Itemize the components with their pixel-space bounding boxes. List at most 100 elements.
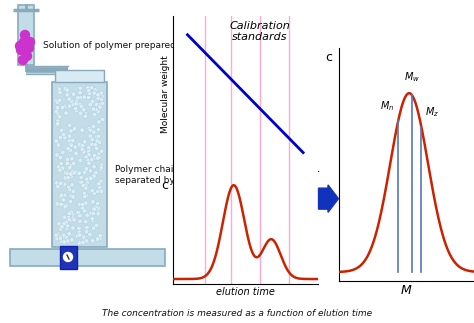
Circle shape	[71, 189, 75, 194]
Circle shape	[87, 91, 91, 95]
Circle shape	[80, 180, 84, 184]
Circle shape	[95, 237, 100, 241]
X-axis label: M: M	[401, 284, 412, 297]
Circle shape	[71, 170, 75, 174]
Circle shape	[59, 239, 64, 244]
Circle shape	[83, 113, 88, 118]
Circle shape	[71, 195, 75, 199]
Circle shape	[67, 104, 72, 108]
Circle shape	[99, 91, 104, 95]
Circle shape	[65, 157, 70, 162]
Text: $M_z$: $M_z$	[425, 106, 439, 120]
Circle shape	[83, 114, 88, 119]
Circle shape	[57, 222, 61, 226]
Circle shape	[92, 90, 96, 95]
Circle shape	[94, 146, 99, 151]
Circle shape	[63, 193, 67, 197]
Circle shape	[16, 41, 25, 50]
Circle shape	[60, 166, 64, 170]
Circle shape	[91, 226, 96, 230]
Circle shape	[55, 233, 60, 237]
Circle shape	[82, 150, 86, 154]
Circle shape	[78, 158, 83, 162]
Circle shape	[100, 101, 105, 106]
Circle shape	[19, 37, 28, 47]
Circle shape	[82, 209, 86, 213]
Circle shape	[67, 187, 72, 192]
Circle shape	[78, 90, 82, 95]
Circle shape	[63, 182, 67, 186]
Circle shape	[65, 239, 70, 243]
Circle shape	[83, 193, 88, 198]
Circle shape	[58, 194, 63, 199]
Circle shape	[100, 96, 104, 100]
Circle shape	[96, 212, 100, 216]
Circle shape	[73, 106, 78, 111]
Circle shape	[97, 206, 101, 210]
Circle shape	[77, 171, 82, 175]
Circle shape	[71, 138, 75, 142]
Circle shape	[98, 233, 102, 237]
Circle shape	[94, 171, 98, 175]
Circle shape	[64, 93, 69, 97]
Circle shape	[79, 233, 83, 237]
Circle shape	[69, 172, 73, 176]
Circle shape	[67, 97, 71, 101]
Circle shape	[88, 102, 92, 107]
Circle shape	[96, 134, 101, 139]
Circle shape	[83, 186, 88, 190]
Circle shape	[97, 120, 101, 124]
Circle shape	[64, 226, 69, 230]
Circle shape	[70, 157, 74, 161]
Circle shape	[95, 154, 99, 159]
Circle shape	[68, 183, 73, 188]
Circle shape	[54, 139, 58, 143]
X-axis label: elution time: elution time	[216, 287, 275, 297]
Circle shape	[77, 233, 82, 237]
Circle shape	[59, 193, 64, 197]
Circle shape	[60, 224, 64, 229]
Circle shape	[100, 95, 105, 99]
Circle shape	[82, 184, 86, 188]
Circle shape	[82, 239, 87, 243]
Circle shape	[72, 218, 76, 222]
Circle shape	[92, 91, 97, 95]
Circle shape	[98, 236, 102, 240]
Circle shape	[85, 225, 89, 230]
Circle shape	[99, 167, 103, 172]
Circle shape	[87, 213, 91, 217]
Circle shape	[74, 108, 79, 113]
Circle shape	[71, 212, 75, 216]
Circle shape	[71, 102, 75, 107]
Circle shape	[91, 200, 95, 204]
Circle shape	[86, 150, 91, 154]
Circle shape	[70, 238, 74, 242]
Circle shape	[87, 149, 92, 153]
Circle shape	[69, 182, 74, 187]
Circle shape	[69, 129, 73, 133]
Circle shape	[26, 37, 35, 47]
Circle shape	[67, 123, 72, 128]
Circle shape	[90, 157, 94, 162]
Circle shape	[83, 183, 88, 187]
Circle shape	[71, 216, 75, 220]
Circle shape	[77, 241, 82, 245]
Circle shape	[82, 108, 86, 112]
Circle shape	[58, 90, 62, 95]
Circle shape	[78, 91, 82, 95]
Circle shape	[56, 123, 60, 127]
Circle shape	[93, 143, 98, 147]
Circle shape	[86, 86, 90, 90]
Circle shape	[83, 220, 88, 224]
Circle shape	[70, 100, 74, 104]
Circle shape	[96, 93, 100, 97]
Circle shape	[63, 135, 67, 140]
Circle shape	[91, 124, 96, 129]
Circle shape	[63, 176, 67, 180]
Circle shape	[79, 144, 84, 149]
Circle shape	[87, 95, 91, 99]
Circle shape	[78, 219, 83, 223]
Circle shape	[61, 237, 65, 241]
Circle shape	[57, 98, 62, 102]
Circle shape	[92, 153, 97, 158]
